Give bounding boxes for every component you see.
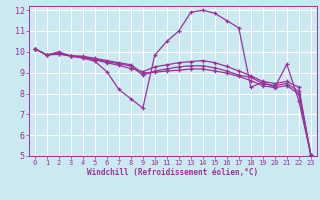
X-axis label: Windchill (Refroidissement éolien,°C): Windchill (Refroidissement éolien,°C) xyxy=(87,168,258,177)
